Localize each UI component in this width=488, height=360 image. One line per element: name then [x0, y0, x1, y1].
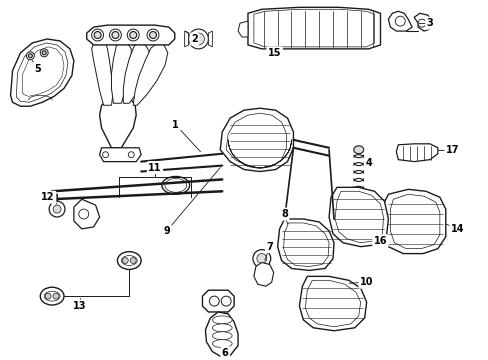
- Polygon shape: [383, 189, 445, 253]
- Circle shape: [127, 29, 139, 41]
- Polygon shape: [253, 9, 374, 47]
- Circle shape: [28, 54, 32, 58]
- Ellipse shape: [212, 339, 232, 347]
- Polygon shape: [123, 43, 149, 103]
- Circle shape: [256, 253, 266, 264]
- Text: 12: 12: [41, 192, 55, 202]
- Polygon shape: [111, 41, 131, 103]
- Circle shape: [149, 32, 156, 39]
- Polygon shape: [133, 43, 167, 105]
- Text: 9: 9: [163, 226, 170, 236]
- Text: 10: 10: [359, 277, 373, 287]
- Text: 16: 16: [373, 236, 386, 246]
- Circle shape: [79, 209, 88, 219]
- Circle shape: [221, 296, 231, 306]
- Text: 1: 1: [172, 120, 179, 130]
- Polygon shape: [299, 276, 366, 331]
- Circle shape: [102, 152, 108, 158]
- Text: 6: 6: [222, 347, 228, 357]
- Polygon shape: [202, 290, 234, 312]
- Circle shape: [53, 205, 61, 213]
- Circle shape: [45, 293, 51, 299]
- Text: 3: 3: [426, 18, 432, 28]
- Polygon shape: [86, 25, 174, 45]
- Polygon shape: [328, 187, 387, 247]
- Circle shape: [109, 29, 121, 41]
- Polygon shape: [395, 144, 437, 162]
- Polygon shape: [208, 31, 212, 47]
- Circle shape: [128, 152, 134, 158]
- Text: 4: 4: [365, 158, 371, 168]
- Circle shape: [94, 32, 101, 39]
- Polygon shape: [226, 113, 286, 168]
- Text: 15: 15: [267, 48, 281, 58]
- Polygon shape: [11, 39, 74, 106]
- Circle shape: [394, 16, 405, 26]
- Text: 7: 7: [266, 242, 272, 252]
- Polygon shape: [413, 13, 431, 31]
- Circle shape: [42, 51, 46, 55]
- Ellipse shape: [121, 256, 137, 265]
- Circle shape: [417, 19, 425, 27]
- Circle shape: [192, 33, 204, 45]
- Ellipse shape: [44, 291, 60, 301]
- Circle shape: [209, 296, 219, 306]
- Circle shape: [49, 201, 65, 217]
- Polygon shape: [247, 7, 380, 49]
- Circle shape: [91, 29, 103, 41]
- Polygon shape: [17, 43, 68, 102]
- Polygon shape: [184, 31, 188, 47]
- Ellipse shape: [162, 176, 189, 194]
- Polygon shape: [253, 262, 273, 286]
- Polygon shape: [238, 21, 247, 37]
- Ellipse shape: [117, 252, 141, 269]
- Circle shape: [26, 52, 34, 60]
- Polygon shape: [334, 191, 383, 243]
- Text: 5: 5: [34, 64, 41, 74]
- Polygon shape: [205, 312, 238, 357]
- Circle shape: [112, 32, 119, 39]
- Circle shape: [188, 29, 208, 49]
- Ellipse shape: [212, 316, 232, 324]
- Polygon shape: [277, 219, 333, 270]
- Ellipse shape: [40, 287, 64, 305]
- Polygon shape: [100, 148, 141, 162]
- Text: 13: 13: [73, 301, 86, 311]
- Polygon shape: [389, 194, 439, 249]
- Circle shape: [252, 249, 270, 267]
- Circle shape: [147, 29, 159, 41]
- Polygon shape: [387, 11, 411, 31]
- Ellipse shape: [164, 179, 186, 192]
- Circle shape: [130, 257, 136, 264]
- Ellipse shape: [353, 146, 363, 154]
- Circle shape: [40, 49, 48, 57]
- Polygon shape: [305, 280, 360, 327]
- Polygon shape: [91, 41, 113, 105]
- Text: 2: 2: [191, 34, 198, 44]
- Polygon shape: [74, 199, 100, 229]
- Polygon shape: [100, 95, 136, 148]
- Text: 8: 8: [281, 209, 287, 219]
- Polygon shape: [283, 223, 328, 266]
- Text: 17: 17: [445, 145, 459, 155]
- Circle shape: [122, 257, 128, 264]
- Polygon shape: [220, 108, 293, 171]
- Ellipse shape: [212, 324, 232, 332]
- Ellipse shape: [212, 332, 232, 339]
- Circle shape: [53, 293, 59, 299]
- Text: 14: 14: [450, 224, 464, 234]
- Polygon shape: [22, 47, 64, 96]
- Text: 11: 11: [148, 163, 162, 172]
- Circle shape: [129, 32, 137, 39]
